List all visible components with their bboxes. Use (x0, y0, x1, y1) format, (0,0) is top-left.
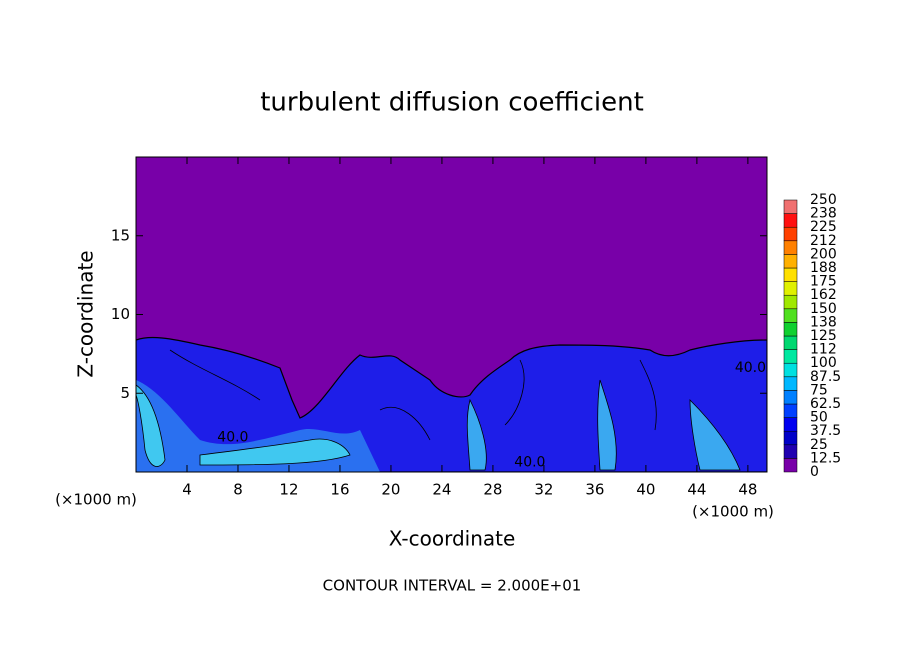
colorbar-label: 200 (810, 246, 837, 262)
y-tick-label: 15 (111, 226, 130, 244)
x-tick-label: 20 (381, 481, 400, 499)
colorbar-label: 87.5 (810, 369, 841, 385)
colorbar-label: 0 (810, 464, 819, 480)
colorbar-cell (783, 240, 798, 255)
colorbar-label: 225 (810, 219, 837, 235)
colorbar-label: 62.5 (810, 396, 841, 412)
x-tick-label: 4 (182, 481, 192, 499)
x-unit-label: (×1000 m) (692, 503, 774, 521)
y-tick-label: 10 (111, 305, 130, 323)
colorbar-label: 112 (810, 342, 837, 358)
colorbar-cell (783, 294, 798, 310)
colorbar-cell (783, 430, 798, 446)
colorbar-cell (783, 362, 798, 378)
colorbar-label: 175 (810, 274, 837, 290)
colorbar-cell (783, 335, 798, 350)
x-tick-label: 8 (233, 481, 243, 499)
colorbar-label: 188 (810, 260, 837, 276)
x-tick-label: 36 (585, 481, 604, 499)
colorbar-label: 150 (810, 301, 837, 317)
colorbar-cell (783, 199, 798, 214)
colorbar-cell (783, 213, 798, 228)
colorbar-cell (783, 281, 798, 296)
x-unit-label: (×1000 m) (55, 491, 137, 509)
y-tick-label: 5 (120, 384, 130, 402)
colorbar-cell (783, 349, 798, 364)
x-tick-label: 40 (636, 481, 655, 499)
x-axis-label: X-coordinate (389, 527, 516, 551)
contour-label: 40.0 (514, 455, 545, 471)
colorbar-label: 212 (810, 233, 837, 249)
colorbar-cell (783, 376, 798, 391)
x-tick-label: 12 (279, 481, 298, 499)
colorbar-label: 12.5 (810, 450, 841, 466)
colorbar-label: 250 (810, 192, 837, 208)
colorbar-cell (783, 458, 798, 473)
colorbar-label: 125 (810, 328, 837, 344)
y-axis-label: Z-coordinate (74, 250, 98, 377)
colorbar-cell (783, 267, 798, 282)
colorbar-cell (783, 322, 798, 337)
x-tick-label: 32 (534, 481, 553, 499)
colorbar-cell (783, 254, 798, 269)
colorbar-label: 37.5 (810, 423, 841, 439)
colorbar-label: 162 (810, 287, 837, 303)
colorbar-label: 25 (810, 437, 828, 453)
contour-label: 40.0 (735, 360, 766, 376)
colorbar-cell (783, 417, 798, 432)
chart-title: turbulent diffusion coefficient (260, 88, 644, 118)
colorbar-cell (783, 403, 798, 418)
x-tick-label: 16 (330, 481, 349, 499)
contour-label: 40.0 (217, 429, 248, 445)
colorbar-label: 100 (810, 355, 837, 371)
colorbar-cell (783, 444, 798, 459)
colorbar-cell (783, 390, 798, 405)
x-tick-label: 28 (483, 481, 502, 499)
x-tick-label: 44 (687, 481, 706, 499)
colorbar-label: 50 (810, 410, 828, 426)
colorbar-cell (783, 308, 798, 323)
x-tick-label: 24 (432, 481, 451, 499)
x-tick-label: 48 (738, 481, 757, 499)
colorbar-label: 138 (810, 314, 837, 330)
annotation: CONTOUR INTERVAL = 2.000E+01 (323, 577, 582, 595)
colorbar-cell (783, 226, 798, 242)
field (136, 157, 767, 472)
colorbar-label: 75 (810, 382, 828, 398)
colorbar-label: 238 (810, 206, 837, 222)
